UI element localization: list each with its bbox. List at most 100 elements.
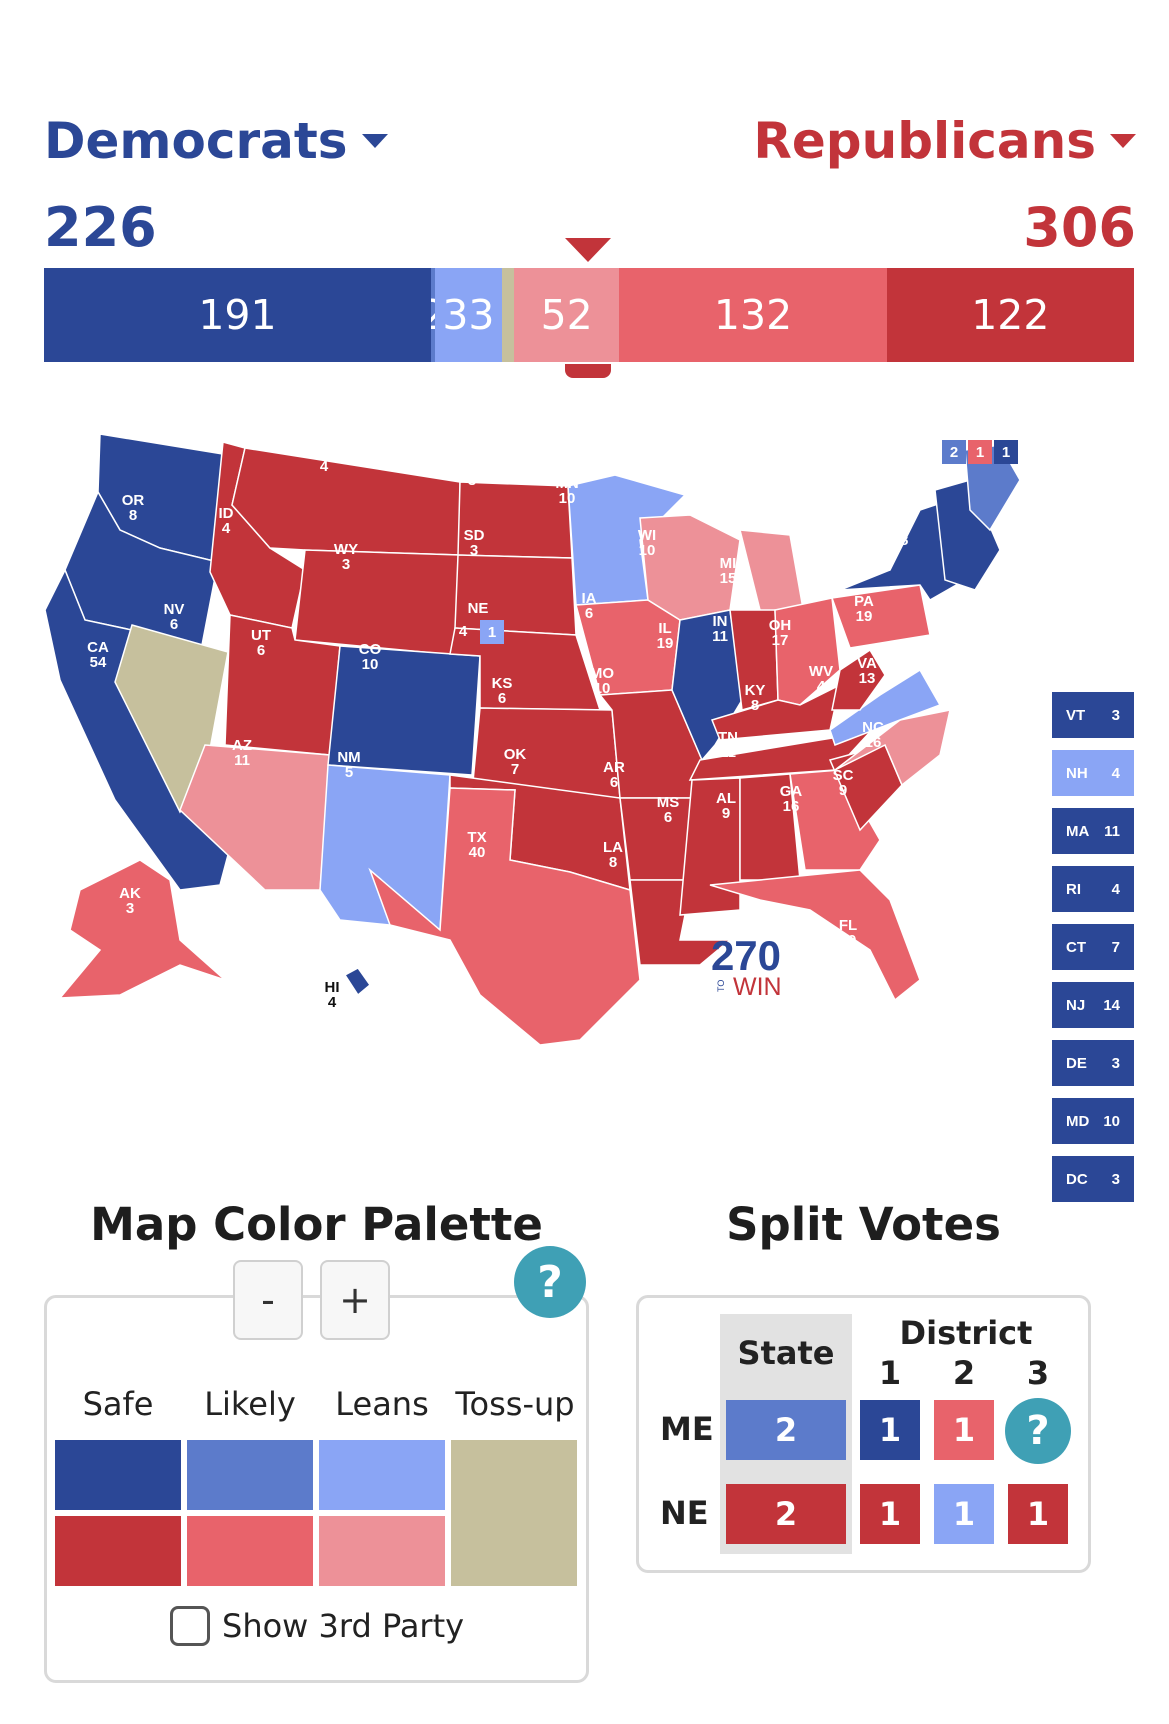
swatch-likely-dem[interactable]: [187, 1440, 313, 1510]
state-ak[interactable]: [58, 859, 226, 999]
swatch-tossup[interactable]: [451, 1440, 577, 1586]
svg-text:1: 1: [488, 624, 496, 641]
small-state-nh[interactable]: NH 4: [1052, 750, 1134, 796]
state-tn[interactable]: [688, 730, 873, 781]
svg-text:1: 1: [1002, 444, 1010, 461]
ne-district-box[interactable]: [480, 620, 504, 644]
bar-segment-likely-dem[interactable]: 2: [430, 268, 436, 362]
palette-plus-button[interactable]: +: [320, 1260, 390, 1340]
state-wy[interactable]: [294, 549, 461, 656]
small-state-dc[interactable]: DC 3: [1052, 1156, 1134, 1202]
bar-segment-leans-dem[interactable]: 33: [435, 268, 502, 362]
svg-text:KS6: KS 6: [492, 675, 513, 707]
svg-text:1: 1: [976, 444, 984, 461]
svg-text:WV4: WV 4: [809, 663, 833, 695]
svg-text:AK3: AK 3: [119, 885, 141, 917]
svg-text:OK7: OK 7: [504, 746, 527, 778]
democrats-dropdown[interactable]: Democrats: [44, 112, 388, 170]
bar-segment-likely-rep[interactable]: 132: [619, 268, 887, 362]
state-oh[interactable]: [774, 597, 841, 706]
palette-col-safe: Safe: [82, 1385, 154, 1423]
small-state-de[interactable]: DE 3: [1052, 1040, 1134, 1086]
district-num-3: 3: [1026, 1354, 1050, 1392]
bar-segment-safe-rep[interactable]: 122: [886, 268, 1134, 362]
state-new-england[interactable]: [934, 479, 1001, 591]
state-hi[interactable]: [343, 967, 372, 997]
third-party-checkbox[interactable]: [170, 1606, 210, 1646]
state-va[interactable]: [829, 668, 942, 746]
me-d2-cell[interactable]: 1: [934, 1400, 994, 1460]
ne-d3-cell[interactable]: 1: [1008, 1484, 1068, 1544]
state-ga[interactable]: [789, 769, 881, 871]
bar-segment-leans-rep[interactable]: 52: [514, 268, 620, 362]
palette-col-leans: Leans: [335, 1385, 429, 1423]
split-votes-title: Split Votes: [726, 1198, 1001, 1251]
svg-text:NE: NE: [468, 600, 489, 617]
small-state-md[interactable]: MD 10: [1052, 1098, 1134, 1144]
state-sd[interactable]: [454, 554, 577, 636]
republicans-total: 306: [1023, 196, 1136, 259]
small-state-vt[interactable]: VT 3: [1052, 692, 1134, 738]
bar-segment-tossup[interactable]: [501, 268, 514, 362]
state-co[interactable]: [327, 645, 481, 776]
me-d1-cell[interactable]: 1: [860, 1400, 920, 1460]
svg-text:SD3: SD 3: [464, 527, 485, 559]
svg-text:4: 4: [459, 623, 468, 640]
svg-text:ME: ME: [971, 421, 994, 438]
ne-state-cell[interactable]: 2: [726, 1484, 846, 1544]
republicans-dropdown[interactable]: Republicans: [753, 112, 1136, 170]
third-party-label: Show 3rd Party: [222, 1607, 465, 1645]
district-num-2: 2: [952, 1354, 976, 1392]
swatch-safe-dem[interactable]: [55, 1440, 181, 1510]
svg-text:MT4: MT 4: [313, 443, 335, 475]
svg-text:OR8: OR 8: [122, 492, 145, 524]
svg-text:ND3: ND 3: [461, 457, 483, 489]
state-az[interactable]: [179, 744, 331, 891]
republicans-label: Republicans: [753, 112, 1096, 170]
palette-help-icon[interactable]: ?: [514, 1246, 586, 1318]
swatch-leans-dem[interactable]: [319, 1440, 445, 1510]
swatch-safe-rep[interactable]: [55, 1516, 181, 1586]
state-mt[interactable]: [231, 447, 461, 556]
show-third-party-toggle[interactable]: Show 3rd Party: [170, 1606, 464, 1646]
state-fl[interactable]: [709, 869, 921, 1002]
me-at-large-box[interactable]: [942, 440, 966, 464]
democrats-total: 226: [44, 196, 157, 259]
ne-d1-cell[interactable]: 1: [860, 1484, 920, 1544]
majority-marker-bottom: [565, 364, 611, 378]
svg-text:ID4: ID 4: [219, 505, 234, 537]
state-wv[interactable]: [831, 648, 886, 711]
small-state-ma[interactable]: MA 11: [1052, 808, 1134, 854]
state-ms[interactable]: [679, 777, 741, 916]
bar-segment-safe-dem[interactable]: 191: [44, 268, 431, 362]
ne-d2-cell[interactable]: 1: [934, 1484, 994, 1544]
svg-text:LA8: LA 8: [603, 839, 623, 871]
state-pa[interactable]: [830, 584, 931, 649]
me-d3-help-icon[interactable]: ?: [1005, 1398, 1071, 1464]
small-state-ct[interactable]: CT 7: [1052, 924, 1134, 970]
me-district-1-box[interactable]: [994, 440, 1018, 464]
palette-col-tossup: Toss-up: [455, 1385, 575, 1423]
swatch-likely-rep[interactable]: [187, 1516, 313, 1586]
palette-minus-button[interactable]: -: [233, 1260, 303, 1340]
district-num-1: 1: [878, 1354, 902, 1392]
small-state-nj[interactable]: NJ 14: [1052, 982, 1134, 1028]
state-tx[interactable]: [368, 787, 641, 1046]
svg-text:UT6: UT 6: [251, 627, 271, 659]
chevron-down-icon: [1110, 134, 1136, 148]
small-state-ri[interactable]: RI 4: [1052, 866, 1134, 912]
swatch-leans-rep[interactable]: [319, 1516, 445, 1586]
svg-text:MS6: MS 6: [657, 794, 680, 826]
svg-text:WIN: WIN: [733, 973, 782, 1001]
me-state-cell[interactable]: 2: [726, 1400, 846, 1460]
me-district-2-box[interactable]: [968, 440, 992, 464]
